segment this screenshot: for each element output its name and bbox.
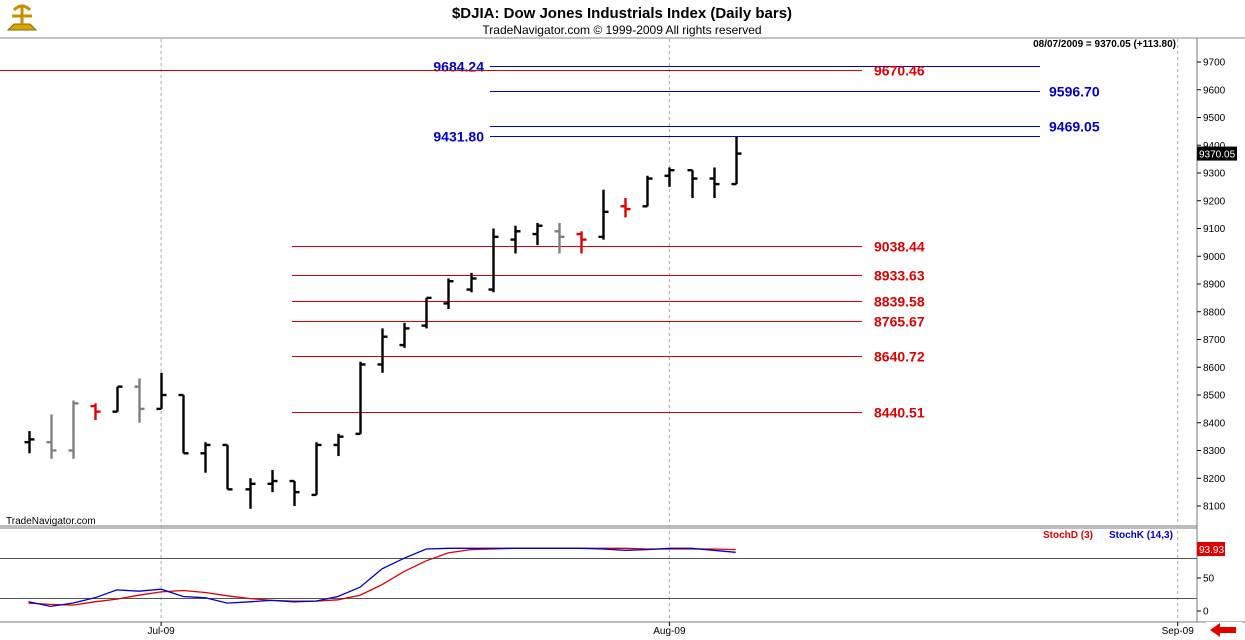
logo-mark [12, 4, 32, 24]
price-tick-label: 9100 [1203, 224, 1226, 235]
scroll-arrow-button[interactable] [1206, 622, 1242, 638]
last-price-label: 9370.05 [1199, 150, 1236, 161]
level-label-9596.70: 9596.70 [1049, 84, 1100, 100]
stoch-series-line-1 [28, 547, 736, 608]
logo-base [6, 23, 38, 31]
ohlc-bar [466, 272, 477, 293]
ohlc-bar [68, 400, 79, 459]
date-tick-label: Sep-09 [1162, 626, 1195, 637]
ohlc-bar [510, 225, 521, 254]
level-label-9431.80: 9431.80 [433, 129, 484, 145]
ohlc-bar [156, 372, 167, 411]
ohlc-bar [289, 479, 300, 506]
price-tick-label: 8300 [1203, 446, 1226, 457]
level-label-8640.72: 8640.72 [874, 349, 925, 365]
price-tick-label: 8600 [1203, 363, 1226, 374]
stoch-legend-k: StochK (14,3) [1109, 530, 1173, 541]
price-tick-label: 9200 [1203, 196, 1226, 207]
ohlc-bar [620, 197, 631, 218]
ohlc-bar [90, 403, 101, 420]
ohlc-bar [554, 222, 565, 254]
price-tick-label: 8100 [1203, 502, 1226, 513]
price-tick-label: 8500 [1203, 391, 1226, 402]
level-lines: 9684.24 9596.70 9469.05 9431.80 9670.46 9038.… [0, 59, 1100, 421]
price-axis-ticks: 8100 8200 8300 8400 8500 8600 8700 8800 8900 9000… [1197, 58, 1237, 513]
date-axis-ticks: Jul-09 Aug-09 Sep-09 [147, 622, 1194, 637]
stoch-legend-d: StochD (3) [1043, 530, 1093, 541]
ohlc-bar [311, 442, 322, 497]
price-tick-label: 9300 [1203, 169, 1226, 180]
ohlc-bar [664, 167, 675, 187]
price-tick-label: 9600 [1203, 85, 1226, 96]
stoch-last-value-box [1197, 542, 1225, 557]
ohlc-bar [421, 296, 432, 329]
price-tick-label: 9000 [1203, 252, 1226, 263]
price-tick-label: 8200 [1203, 474, 1226, 485]
price-tick-label: 9400 [1203, 141, 1226, 152]
last-price-box [1197, 146, 1237, 161]
price-tick-label: 8700 [1203, 335, 1226, 346]
ohlc-bar [488, 228, 499, 293]
level-label-9670.46: 9670.46 [874, 63, 925, 79]
level-label-9469.05: 9469.05 [1049, 119, 1100, 135]
level-label-9038.44: 9038.44 [874, 239, 925, 255]
price-tick-label: 9500 [1203, 113, 1226, 124]
ohlc-bar [112, 385, 123, 413]
price-tick-label: 8900 [1203, 280, 1226, 291]
arrow-left-icon[interactable] [1210, 623, 1236, 637]
ohlc-bar [222, 443, 233, 491]
price-tick-label: 9700 [1203, 58, 1226, 69]
ohlc-bar [576, 231, 587, 254]
date-tick-label: Jul-09 [147, 626, 175, 637]
watermark-text: TradeNavigator.com [6, 516, 96, 527]
level-label-9684.24: 9684.24 [433, 59, 484, 75]
ohlc-bar [709, 167, 720, 198]
ohlc-bar [333, 433, 344, 457]
stoch-tick-label: 0 [1203, 607, 1209, 618]
ohlc-bar [598, 189, 609, 240]
date-tick-label: Aug-09 [653, 626, 686, 637]
app-logo [6, 4, 38, 31]
ohlc-bar [134, 378, 145, 423]
level-label-8440.51: 8440.51 [874, 405, 925, 421]
level-label-8765.67: 8765.67 [874, 314, 925, 330]
ohlc-bar [245, 478, 256, 509]
level-label-8839.58: 8839.58 [874, 294, 925, 310]
price-bars [24, 136, 742, 509]
ohlc-bar [200, 442, 211, 473]
stoch-tick-label: 50 [1203, 574, 1215, 585]
price-tick-label: 8400 [1203, 418, 1226, 429]
copyright-text: TradeNavigator.com © 1999-2009 All right… [482, 23, 761, 37]
stochastic-panel: 0 50 StochD (3) StochK (14,3) 93.93 [0, 530, 1225, 618]
level-label-8933.63: 8933.63 [874, 268, 925, 284]
ohlc-bar [399, 322, 410, 348]
last-bar-stamp: 08/07/2009 = 9370.05 (+113.80) [1033, 39, 1176, 50]
ohlc-bar [642, 175, 653, 208]
ohlc-bar [178, 393, 189, 455]
ohlc-bar [24, 431, 35, 454]
stoch-series-line-0 [28, 547, 736, 606]
stoch-last-value-label: 93.93 [1199, 545, 1224, 556]
ohlc-bar [532, 222, 543, 246]
ohlc-bar [355, 361, 366, 436]
chart-title: $DJIA: Dow Jones Industrials Index (Dail… [452, 5, 792, 22]
ohlc-bar [377, 328, 388, 373]
ohlc-bar [46, 414, 57, 459]
ohlc-bar [687, 169, 698, 198]
ohlc-bar [731, 136, 742, 186]
ohlc-bar [443, 278, 454, 309]
price-tick-label: 8800 [1203, 307, 1226, 318]
ohlc-bar [267, 469, 278, 493]
